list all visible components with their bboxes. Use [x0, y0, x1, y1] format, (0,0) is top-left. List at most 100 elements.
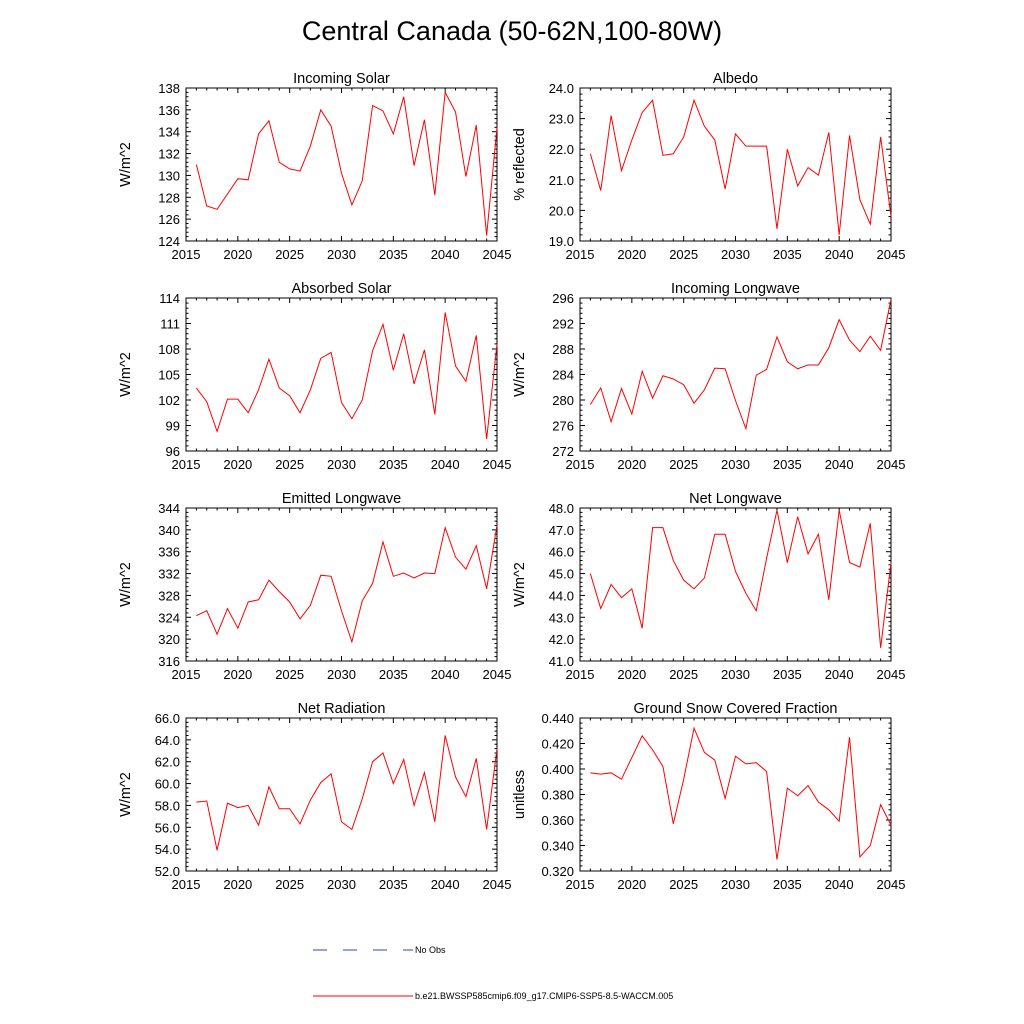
x-tick-label: 2015	[566, 457, 595, 472]
y-tick-label: 41.0	[549, 654, 574, 669]
x-tick-label: 2045	[483, 247, 512, 262]
x-tick-label: 2045	[483, 457, 512, 472]
x-tick-label: 2020	[617, 247, 646, 262]
y-tick-label: 320	[158, 632, 180, 647]
y-tick-label: 316	[158, 654, 180, 669]
plot-frame	[185, 87, 498, 242]
x-tick-label: 2025	[275, 247, 304, 262]
y-tick-label: 292	[552, 317, 574, 332]
y-tick-label: 276	[552, 419, 574, 434]
y-tick-label: 66.0	[155, 711, 180, 726]
x-tick-label: 2040	[431, 457, 460, 472]
y-axis-label: W/m^2	[512, 352, 528, 397]
panel-title: Albedo	[713, 71, 758, 87]
panels: Incoming Solar W/m^2 2015 2020 2025 2030 2035 2…	[118, 71, 905, 892]
y-tick-label: 24.0	[549, 81, 574, 96]
x-tick-label: 2030	[327, 667, 356, 682]
y-tick-label: 0.380	[541, 788, 574, 803]
y-tick-label: 136	[158, 103, 180, 118]
y-tick-label: 272	[552, 444, 574, 459]
y-tick-label: 134	[158, 125, 180, 140]
series-line-model	[589, 299, 892, 431]
series-line-model	[195, 312, 498, 440]
y-tick-label: 43.0	[549, 610, 574, 625]
x-tick-label: 2020	[223, 667, 252, 682]
x-tick-label: 2025	[669, 457, 698, 472]
y-tick-label: 99	[166, 419, 180, 434]
x-tick-label: 2015	[172, 457, 201, 472]
y-tick-label: 328	[158, 588, 180, 603]
y-tick-label: 44.0	[549, 588, 574, 603]
y-tick-label: 336	[158, 545, 180, 560]
x-tick-label: 2030	[721, 247, 750, 262]
panel-title: Net Radiation	[298, 701, 386, 717]
x-tick-label: 2030	[327, 247, 356, 262]
y-tick-label: 48.0	[549, 501, 574, 516]
x-tick-label: 2030	[721, 667, 750, 682]
series-line-model	[589, 510, 892, 648]
y-tick-label: 105	[158, 368, 180, 383]
y-tick-label: 111	[160, 317, 180, 332]
panel-ground-snow-covered-fraction: Ground Snow Covered Fraction unitless 2015…	[512, 701, 905, 892]
x-tick-label: 2040	[825, 457, 854, 472]
x-tick-label: 2030	[721, 457, 750, 472]
x-tick-label: 2015	[566, 667, 595, 682]
x-tick-label: 2015	[172, 247, 201, 262]
y-tick-label: 344	[158, 501, 180, 516]
plot-frame	[185, 507, 498, 662]
x-tick-label: 2030	[721, 877, 750, 892]
x-tick-label: 2040	[431, 877, 460, 892]
y-tick-label: 340	[158, 523, 180, 538]
y-axis-label: % reflected	[512, 128, 528, 201]
x-tick-label: 2015	[566, 877, 595, 892]
plot-frame	[579, 297, 892, 452]
y-tick-label: 64.0	[155, 733, 180, 748]
panel-title: Incoming Longwave	[671, 281, 800, 297]
y-tick-label: 138	[158, 81, 180, 96]
x-tick-label: 2025	[669, 877, 698, 892]
y-tick-label: 324	[158, 610, 180, 625]
y-tick-label: 124	[158, 234, 180, 249]
y-tick-label: 42.0	[549, 632, 574, 647]
series-line-model	[196, 524, 498, 644]
legend-label-no-obs: No Obs	[415, 945, 446, 955]
x-tick-label: 2035	[773, 457, 802, 472]
plot-frame	[579, 507, 892, 662]
plot-frame	[185, 717, 498, 872]
x-tick-label: 2015	[566, 247, 595, 262]
legend: No Obs b.e21.BWSSP585cmip6.f09_g17.CMIP6…	[313, 945, 673, 1001]
y-tick-label: 108	[158, 342, 180, 357]
panel-title: Emitted Longwave	[282, 491, 401, 507]
y-axis-label: W/m^2	[118, 562, 134, 607]
x-tick-label: 2035	[379, 667, 408, 682]
y-tick-label: 60.0	[155, 777, 180, 792]
x-tick-label: 2040	[431, 247, 460, 262]
x-tick-label: 2025	[275, 877, 304, 892]
panel-title: Net Longwave	[689, 491, 782, 507]
y-tick-label: 332	[158, 567, 180, 582]
panel-albedo: Albedo % reflected 2015 2020 2025 2030 2035 204…	[512, 71, 905, 262]
y-tick-label: 280	[552, 393, 574, 408]
y-tick-label: 23.0	[549, 112, 574, 127]
x-tick-label: 2035	[773, 247, 802, 262]
panel-emitted-longwave: Emitted Longwave W/m^2 2015 2020 2025 2030 203…	[118, 491, 511, 682]
panel-incoming-longwave: Incoming Longwave W/m^2 2015 2020 2025 2030 20…	[512, 281, 905, 472]
x-tick-label: 2040	[825, 877, 854, 892]
x-tick-label: 2025	[275, 457, 304, 472]
plot-frame	[185, 297, 498, 452]
legend-label-model: b.e21.BWSSP585cmip6.f09_g17.CMIP6-SSP5-8…	[415, 991, 673, 1001]
y-tick-label: 114	[159, 291, 180, 306]
x-tick-label: 2020	[617, 877, 646, 892]
panel-title: Absorbed Solar	[292, 281, 392, 297]
x-tick-label: 2045	[877, 247, 906, 262]
series-line-model	[590, 726, 892, 860]
y-tick-label: 0.340	[541, 839, 574, 854]
x-tick-label: 2020	[617, 457, 646, 472]
y-tick-label: 130	[158, 168, 180, 183]
x-tick-label: 2035	[379, 877, 408, 892]
y-tick-label: 45.0	[549, 567, 574, 582]
y-tick-label: 126	[158, 212, 180, 227]
x-tick-label: 2040	[825, 667, 854, 682]
y-tick-label: 58.0	[155, 798, 180, 813]
